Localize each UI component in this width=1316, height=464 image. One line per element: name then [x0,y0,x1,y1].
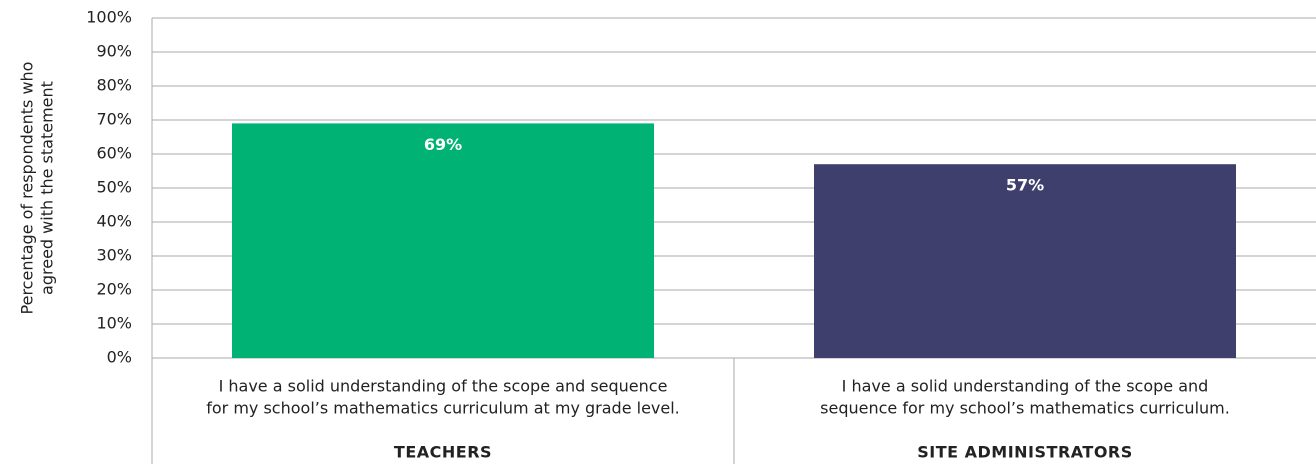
y-tick-label: 10% [96,314,132,333]
y-axis-title-line: agreed with the statement [38,81,57,295]
y-axis-title: Percentage of respondents who agreed wit… [18,62,57,315]
y-tick-label: 30% [96,246,132,265]
bar [814,164,1236,358]
y-tick-label: 20% [96,280,132,299]
y-tick-label: 0% [107,348,132,367]
value-label: 57% [1006,176,1044,195]
x-tick-label: I have a solid understanding of the scop… [842,377,1209,396]
value-label: 69% [424,135,462,154]
y-tick-label: 60% [96,144,132,163]
y-tick-label: 100% [86,8,132,27]
group-label: SITE ADMINISTRATORS [917,443,1133,462]
y-tick-label: 50% [96,178,132,197]
x-tick-label: sequence for my school’s mathematics cur… [820,399,1230,418]
x-tick-label: I have a solid understanding of the scop… [219,377,668,396]
y-tick-label: 70% [96,110,132,129]
y-axis-title-line: Percentage of respondents who [18,62,37,315]
bar [232,123,654,359]
x-tick-label: for my school’s mathematics curriculum a… [206,399,680,418]
group-label: TEACHERS [394,443,492,462]
y-tick-label: 90% [96,42,132,61]
y-tick-label: 80% [96,76,132,95]
y-tick-label: 40% [96,212,132,231]
